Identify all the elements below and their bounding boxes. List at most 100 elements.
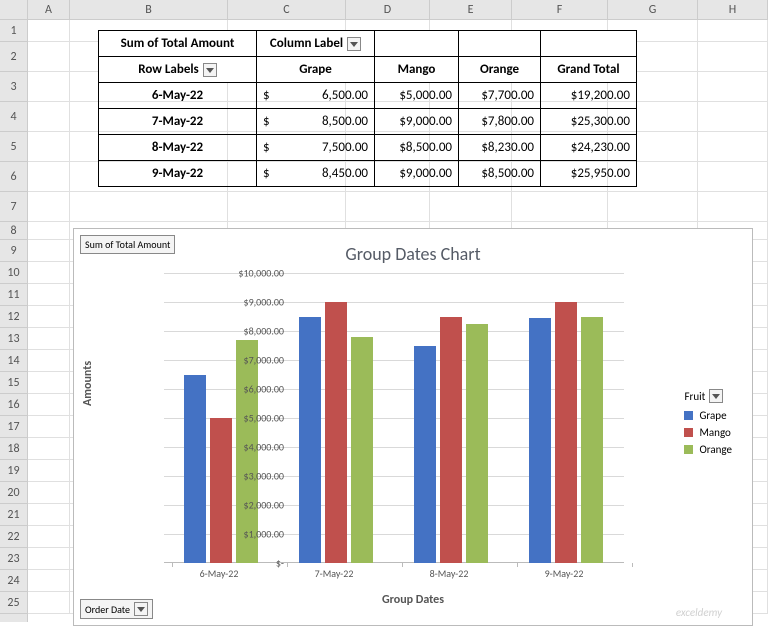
bar-orange[interactable]	[581, 317, 603, 564]
y-tick-label: $8,000.00	[244, 325, 285, 338]
row-header-15[interactable]: 15	[0, 372, 27, 394]
table-row[interactable]: 8-May-22$7,500.00$8,500.00$8,230.00$24,2…	[99, 135, 637, 161]
bar-orange[interactable]	[466, 324, 488, 563]
cell-mango: $8,500.00	[375, 135, 459, 161]
y-tick-label: $4,000.00	[244, 441, 285, 454]
row-date: 6-May-22	[99, 83, 257, 109]
bar-mango[interactable]	[325, 302, 347, 563]
column-header-c[interactable]: C	[228, 0, 346, 19]
bar-mango[interactable]	[555, 302, 577, 563]
row-header-19[interactable]: 19	[0, 460, 27, 482]
watermark: exceldemy	[676, 606, 722, 619]
column-header-d[interactable]: D	[346, 0, 430, 19]
pivot-col-orange: Orange	[459, 57, 541, 83]
row-header-10[interactable]: 10	[0, 262, 27, 284]
column-header-e[interactable]: E	[430, 0, 512, 19]
cell-grape: $8,500.00	[257, 109, 375, 135]
select-all-corner[interactable]	[0, 0, 28, 19]
column-header-g[interactable]: G	[608, 0, 698, 19]
bar-mango[interactable]	[210, 418, 232, 563]
x-tick-label: 9-May-22	[514, 567, 614, 580]
pivot-col-mango: Mango	[375, 57, 459, 83]
legend-item-mango[interactable]: Mango	[684, 426, 732, 439]
row-header-18[interactable]: 18	[0, 438, 27, 460]
cell-grape: $7,500.00	[257, 135, 375, 161]
chart-title: Group Dates Chart	[74, 243, 752, 265]
legend-title-row[interactable]: Fruit	[684, 389, 732, 403]
cell-total: $24,230.00	[541, 135, 637, 161]
row-header-17[interactable]: 17	[0, 416, 27, 438]
row-header-13[interactable]: 13	[0, 328, 27, 350]
legend-swatch	[684, 445, 693, 454]
table-row[interactable]: 9-May-22$8,450.00$9,000.00$8,500.00$25,9…	[99, 161, 637, 187]
y-axis-title: Amounts	[81, 361, 95, 406]
row-date: 8-May-22	[99, 135, 257, 161]
y-tick-label: $7,000.00	[244, 354, 285, 367]
row-header-22[interactable]: 22	[0, 526, 27, 548]
row-header-16[interactable]: 16	[0, 394, 27, 416]
cell-orange: $7,700.00	[459, 83, 541, 109]
legend-swatch	[684, 411, 693, 420]
row-date: 9-May-22	[99, 161, 257, 187]
legend-swatch	[684, 428, 693, 437]
row-headers: 1234567891011121314151617181920212223242…	[0, 20, 28, 622]
legend-label: Mango	[699, 426, 730, 439]
y-tick-label: $1,000.00	[244, 528, 285, 541]
row-header-5[interactable]: 5	[0, 132, 27, 162]
table-row[interactable]: 7-May-22$8,500.00$9,000.00$7,800.00$25,3…	[99, 109, 637, 135]
pivot-empty-header	[375, 31, 459, 57]
bar-mango[interactable]	[440, 317, 462, 564]
row-header-6[interactable]: 6	[0, 162, 27, 192]
bar-grape[interactable]	[184, 375, 206, 564]
row-header-7[interactable]: 7	[0, 192, 27, 222]
pivot-sum-label: Sum of Total Amount	[99, 31, 257, 57]
pivot-empty-header	[541, 31, 637, 57]
pivot-col-total: Grand Total	[541, 57, 637, 83]
cell-total: $25,950.00	[541, 161, 637, 187]
column-header-f[interactable]: F	[512, 0, 608, 19]
x-tick-label: 8-May-22	[399, 567, 499, 580]
row-header-21[interactable]: 21	[0, 504, 27, 526]
row-header-14[interactable]: 14	[0, 350, 27, 372]
table-row[interactable]: 6-May-22$6,500.00$5,000.00$7,700.00$19,2…	[99, 83, 637, 109]
pivot-row-label-header[interactable]: Row Labels	[99, 57, 257, 83]
row-header-25[interactable]: 25	[0, 592, 27, 614]
row-header-24[interactable]: 24	[0, 570, 27, 592]
pivot-table[interactable]: Sum of Total Amount Column Label Row Lab…	[98, 30, 637, 187]
bar-grape[interactable]	[299, 317, 321, 564]
dropdown-icon[interactable]	[347, 37, 361, 51]
pivot-chart[interactable]: Sum of Total Amount Order Date Group Dat…	[73, 228, 753, 626]
legend-item-grape[interactable]: Grape	[684, 409, 732, 422]
row-header-4[interactable]: 4	[0, 102, 27, 132]
legend-label: Grape	[699, 409, 726, 422]
bar-orange[interactable]	[351, 337, 373, 563]
row-header-20[interactable]: 20	[0, 482, 27, 504]
row-header-2[interactable]: 2	[0, 42, 27, 72]
bar-grape[interactable]	[414, 346, 436, 564]
y-tick-label: $10,000.00	[238, 267, 284, 280]
column-header-h[interactable]: H	[698, 0, 768, 19]
row-header-9[interactable]: 9	[0, 240, 27, 262]
y-tick-label: $3,000.00	[244, 470, 285, 483]
x-axis-title: Group Dates	[74, 593, 752, 607]
bar-grape[interactable]	[529, 318, 551, 563]
row-date: 7-May-22	[99, 109, 257, 135]
row-header-8[interactable]: 8	[0, 222, 27, 240]
row-header-12[interactable]: 12	[0, 306, 27, 328]
y-tick-label: $2,000.00	[244, 499, 285, 512]
y-tick-label: $5,000.00	[244, 412, 285, 425]
row-header-11[interactable]: 11	[0, 284, 27, 306]
column-header-b[interactable]: B	[70, 0, 228, 19]
grid-line	[164, 273, 624, 274]
row-header-3[interactable]: 3	[0, 72, 27, 102]
cell-grid[interactable]: Sum of Total Amount Column Label Row Lab…	[28, 20, 768, 622]
dropdown-icon[interactable]	[203, 63, 217, 77]
row-header-23[interactable]: 23	[0, 548, 27, 570]
pivot-column-label-header[interactable]: Column Label	[257, 31, 375, 57]
chart-legend: Fruit Grape Mango Orange	[684, 389, 732, 460]
dropdown-icon[interactable]	[709, 389, 723, 403]
cell-orange: $8,230.00	[459, 135, 541, 161]
legend-item-orange[interactable]: Orange	[684, 443, 732, 456]
row-header-1[interactable]: 1	[0, 20, 27, 42]
column-header-a[interactable]: A	[28, 0, 70, 19]
